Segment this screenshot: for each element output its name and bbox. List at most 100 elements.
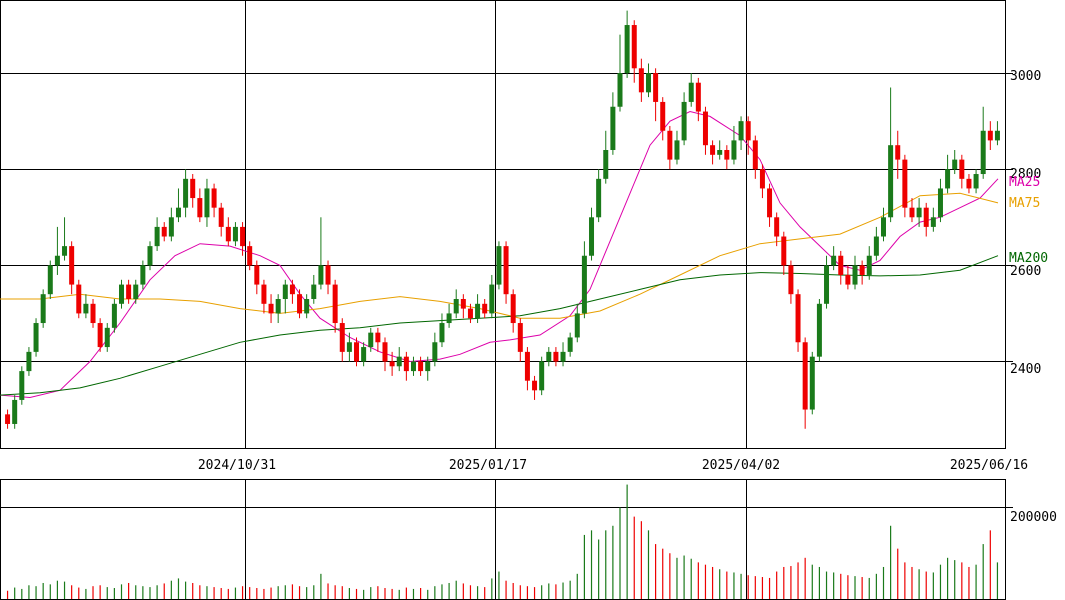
candle [888,87,894,223]
candle [325,260,331,295]
volume-bar-series [6,484,999,599]
candle [111,299,117,333]
candle [396,347,402,372]
ma-line-ma75 [0,192,999,319]
candle [83,294,89,319]
candle [710,140,716,165]
candle [247,241,253,271]
candle [738,116,744,150]
candle [667,125,673,170]
candle [19,366,25,405]
candle [638,58,644,102]
candle [816,299,822,362]
candle [261,279,267,314]
candle [688,73,694,107]
date-tick-2: 2025/01/17 [449,458,527,473]
candle [702,106,708,155]
candle [873,226,879,261]
legend-ma200: MA200 [1009,251,1048,266]
candle [33,318,39,357]
price-panel-frame [0,0,1006,449]
candle [681,92,687,146]
candle [240,222,246,256]
candle [346,332,352,362]
candle [567,332,573,357]
candle [880,207,886,242]
candle [539,356,545,396]
candle [475,294,481,324]
candle [47,260,53,299]
candle [724,145,730,170]
candle [589,207,595,261]
candle [560,342,566,367]
candle [717,140,723,160]
candle [745,116,751,155]
candle [653,68,659,122]
candle [410,356,416,376]
candle [774,212,780,247]
candle [403,351,409,381]
candle [574,303,580,343]
candle [439,313,445,348]
candle [254,260,260,295]
candle [781,231,787,275]
price-grid [1,1,1013,448]
candle [482,299,488,319]
candle [581,241,587,319]
date-tick-1: 2024/10/31 [198,458,276,473]
candle [460,294,466,319]
candle [467,303,473,324]
candle [97,318,103,352]
candle [268,294,274,324]
price-tick-3000: 3000 [1010,69,1041,84]
candle [838,250,844,285]
candle [339,318,345,362]
legend-ma25: MA25 [1009,175,1040,190]
candle [610,92,616,155]
candle [845,265,851,290]
candle [104,323,110,352]
candle [5,409,11,429]
candle [937,178,943,223]
candle [553,347,559,367]
candle [54,226,60,275]
candle [831,246,837,271]
candle [809,351,815,415]
candle [318,217,324,290]
candle [859,260,865,285]
candle [496,241,502,290]
candle [311,274,317,304]
candle [795,289,801,352]
candle [218,202,224,237]
candle [304,294,310,319]
legend-ma75: MA75 [1009,196,1040,211]
candle [161,222,167,242]
price-tick-2800: 2800 [1010,167,1041,182]
candle [695,77,701,122]
candle [759,164,765,199]
candle [375,327,381,352]
candle [617,34,623,112]
candle [824,255,830,309]
candle [382,337,388,372]
candle [631,20,637,83]
candle [895,130,901,179]
candlestick-series [5,10,1000,429]
candle [916,198,922,227]
candle [425,356,431,381]
candle [624,10,630,78]
candle [332,279,338,333]
candle [852,255,858,290]
candle [645,63,651,98]
candle [546,347,552,367]
candle [275,294,281,324]
candle [368,327,374,352]
candle [232,222,238,247]
price-tick-2400: 2400 [1010,362,1041,377]
candle [674,130,680,165]
candle [752,135,758,179]
candle [524,347,530,391]
candle [731,125,737,165]
volume-grid [1,480,1013,599]
